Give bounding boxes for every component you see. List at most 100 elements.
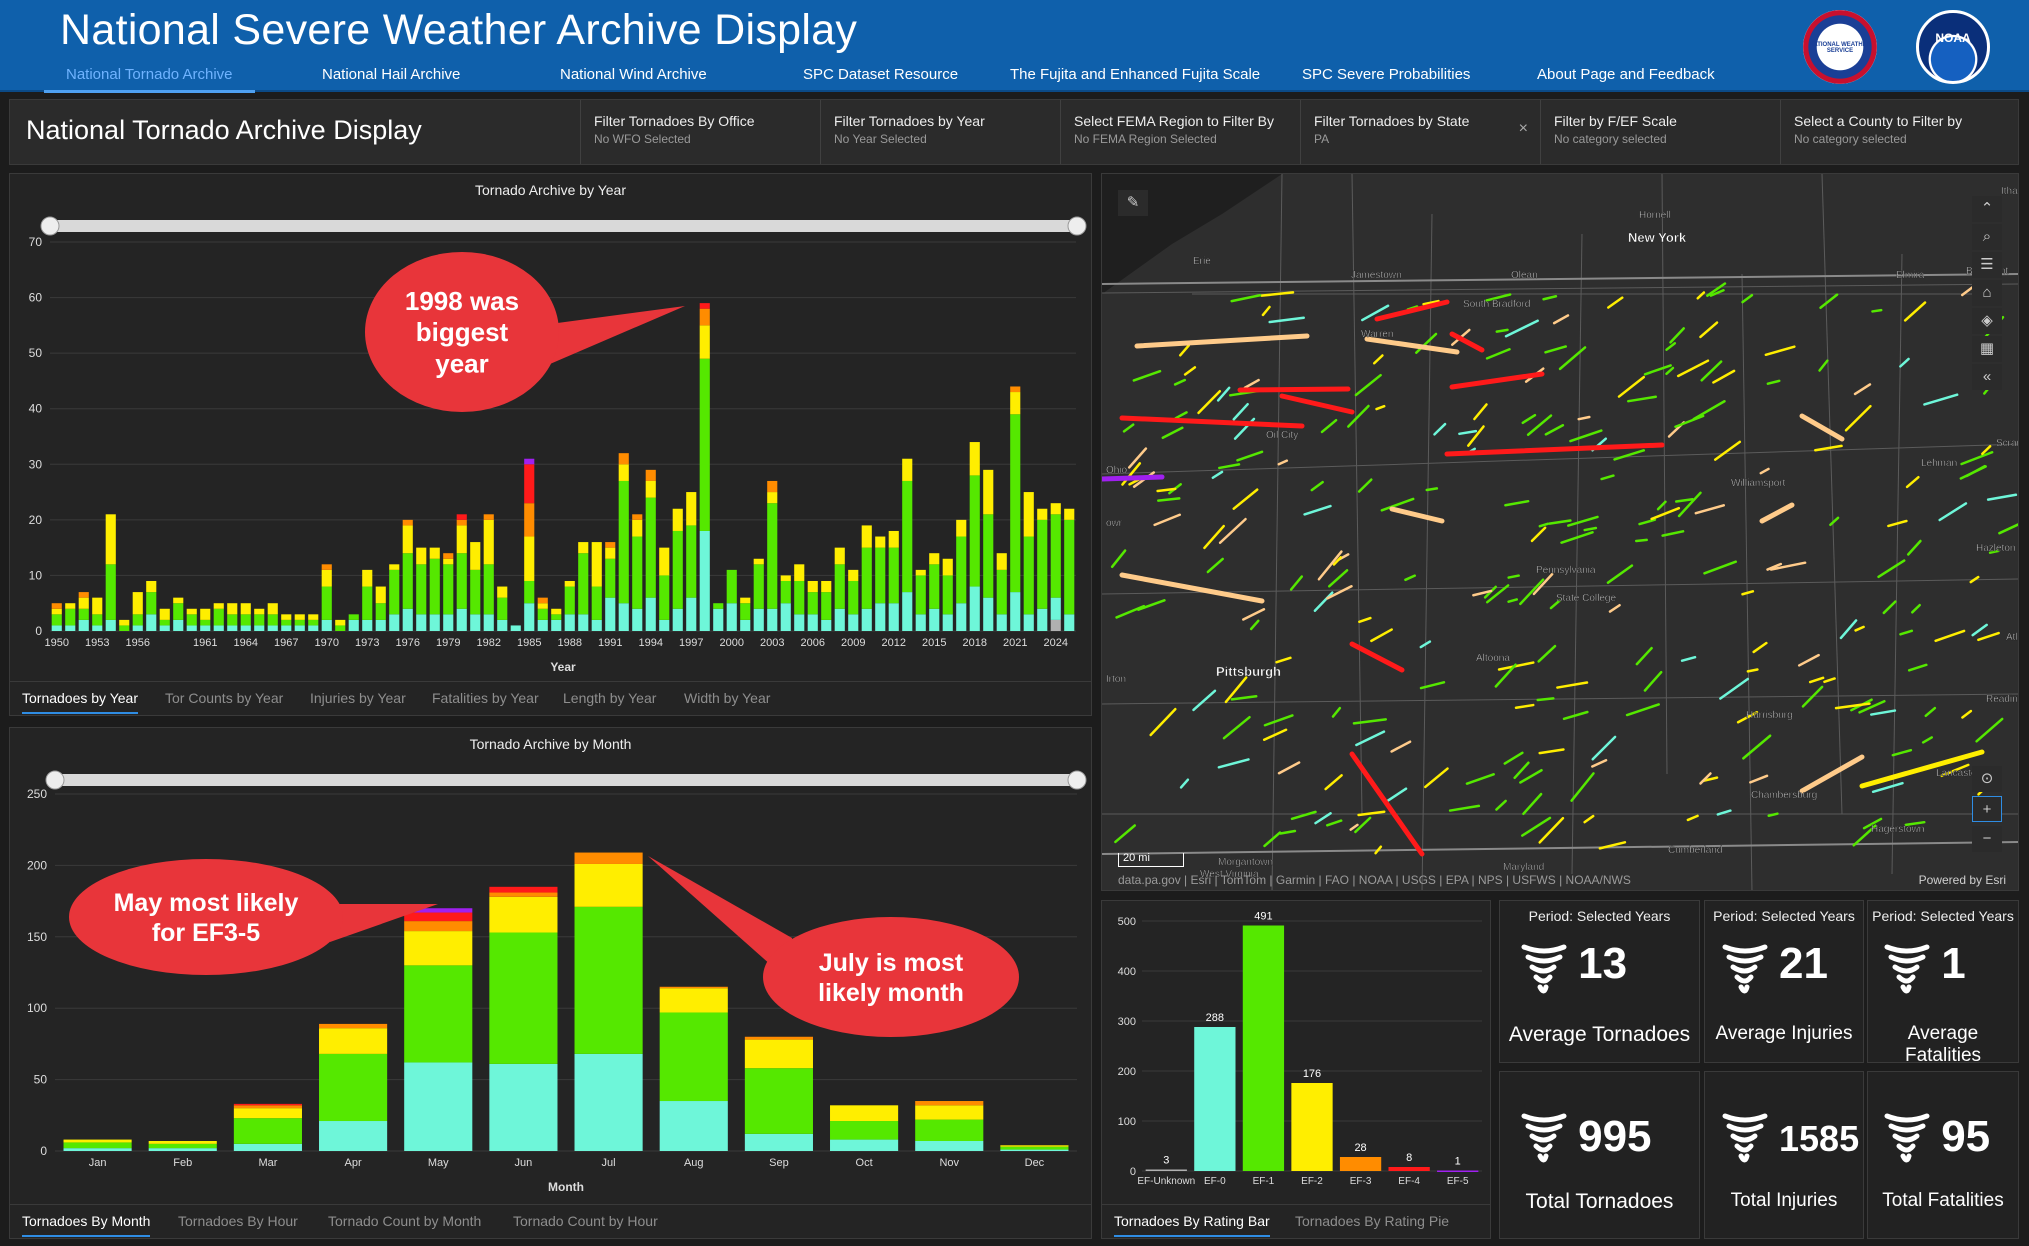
stat-value: 1585 — [1779, 1118, 1860, 1159]
list-icon[interactable]: ☰ — [1972, 252, 2002, 278]
nav-spc-probabilities[interactable]: SPC Severe Probabilities — [1302, 66, 1471, 83]
state-boundary — [1102, 841, 2018, 855]
tornado-track — [1764, 345, 1796, 357]
bar-ef-0 — [848, 614, 859, 631]
bar-ef-1 — [1050, 514, 1061, 598]
nav-spc-dataset[interactable]: SPC Dataset Resource — [803, 66, 959, 83]
range-slider-handle-end[interactable] — [1067, 216, 1087, 236]
stat-value: 1 — [1941, 939, 1966, 988]
map-place-label: State College — [1556, 593, 1616, 604]
tab-fatalities-by-year[interactable]: Fatalities by Year — [432, 690, 539, 706]
bar-ef-0 — [996, 614, 1007, 631]
x-tick-label: EF-0 — [1204, 1176, 1226, 1187]
map-place-label: Jamestown — [1351, 270, 1402, 281]
y-tick-label: 40 — [29, 402, 43, 416]
bar-ef-2 — [632, 519, 643, 537]
y-tick-label: 10 — [29, 568, 43, 582]
tornado-track — [1709, 288, 1725, 297]
bar-ef-1 — [969, 475, 980, 587]
tornado-track — [1236, 450, 1264, 462]
grid-icon[interactable]: ▦ — [1972, 336, 2002, 362]
bar-ef-2 — [497, 586, 508, 598]
bar-ef-0 — [489, 1063, 558, 1151]
tab-tor-counts-by-year[interactable]: Tor Counts by Year — [165, 690, 284, 706]
tab-tornado-count-by-month[interactable]: Tornado Count by Month — [328, 1213, 482, 1229]
nav-about[interactable]: About Page and Feedback — [1537, 66, 1715, 83]
tornado-track — [1415, 332, 1438, 354]
tornado-track — [1766, 562, 1783, 571]
tab-width-by-year[interactable]: Width by Year — [684, 690, 771, 706]
tornado-track — [1179, 778, 1190, 789]
tab-tornadoes-by-hour[interactable]: Tornadoes By Hour — [178, 1213, 298, 1229]
layers-icon[interactable]: ◈ — [1972, 308, 2002, 334]
filter-state[interactable]: Filter Tornadoes by State PA × — [1300, 100, 1540, 164]
x-tick-label: 2003 — [760, 637, 784, 649]
x-tick-label: Oct — [856, 1157, 873, 1169]
nws-logo[interactable]: NATIONAL WEATHER SERVICE — [1803, 10, 1877, 84]
tornado-track — [1314, 812, 1332, 825]
noaa-logo[interactable]: NOAA — [1916, 10, 1990, 84]
home-icon[interactable]: ⌂ — [1972, 280, 2002, 306]
zoom-in-icon[interactable]: + — [1972, 796, 2002, 822]
bar-ef-2 — [470, 542, 481, 570]
filter-county[interactable]: Select a County to Filter by No category… — [1780, 100, 2018, 164]
tornado-track — [1485, 584, 1510, 604]
map-place-label: Harrisburg — [1746, 710, 1793, 721]
y-tick-label: 250 — [27, 787, 47, 801]
map-place-label: Pittsburgh — [1216, 664, 1281, 679]
range-slider-handle-start[interactable] — [45, 770, 65, 790]
expand-icon[interactable]: ⌃ — [1972, 196, 2002, 222]
locate-icon[interactable]: ⊙ — [1972, 766, 2002, 792]
tab-length-by-year[interactable]: Length by Year — [563, 690, 657, 706]
filter-office[interactable]: Filter Tornadoes By Office No WFO Select… — [580, 100, 820, 164]
tornado-icon-stroke — [1884, 944, 1930, 954]
tab-tornadoes-by-year[interactable]: Tornadoes by Year — [22, 690, 138, 714]
tab-tornado-count-by-hour[interactable]: Tornado Count by Hour — [513, 1213, 658, 1229]
map-powered-by[interactable]: Powered by Esri — [1918, 873, 2006, 887]
search-icon[interactable]: ⌕ — [1972, 224, 2002, 250]
tab-rating-pie[interactable]: Tornadoes By Rating Pie — [1295, 1213, 1450, 1229]
filter-fema[interactable]: Select FEMA Region to Filter By No FEMA … — [1060, 100, 1300, 164]
bar-ef-0 — [699, 530, 710, 631]
zoom-out-icon[interactable]: − — [1972, 826, 2002, 852]
tornado-track-map[interactable]: Hornell New York Ithaca Jamestown Olean Elmir… — [1101, 173, 2019, 891]
tornado-track — [1357, 810, 1386, 817]
range-slider-handle-start[interactable] — [40, 216, 60, 236]
tornado-icon-stroke — [1533, 1143, 1553, 1153]
collapse-icon[interactable]: « — [1972, 364, 2002, 390]
bar-ef-2 — [240, 603, 251, 615]
tornado-track — [1852, 824, 1877, 847]
nav-hail-archive[interactable]: National Hail Archive — [322, 66, 461, 83]
x-tick-label: 2024 — [1044, 637, 1068, 649]
nav-wind-archive[interactable]: National Wind Archive — [560, 66, 707, 83]
tab-tornadoes-by-month[interactable]: Tornadoes By Month — [22, 1213, 151, 1237]
tab-injuries-by-year[interactable]: Injuries by Year — [310, 690, 406, 706]
range-slider-handle-end[interactable] — [1067, 770, 1087, 790]
bar-ef-3 — [524, 503, 535, 537]
tornado-track — [1262, 728, 1288, 741]
tornado-track — [1548, 519, 1572, 525]
stat-label: Average Fatalities — [1904, 1023, 1982, 1066]
map-place-label: Williamsport — [1731, 478, 1786, 489]
tornado-track — [1275, 656, 1292, 664]
tornado-track — [1692, 400, 1726, 421]
bar-ef-1 — [1037, 519, 1048, 609]
x-tick-label: 2012 — [882, 637, 906, 649]
bar-ef-0 — [233, 1143, 302, 1151]
map-canvas[interactable]: Hornell New York Ithaca Jamestown Olean Elmir… — [1102, 174, 2019, 891]
bar-ef-2 — [308, 614, 319, 620]
x-tick-label: 1994 — [639, 637, 663, 649]
tornado-track-major — [1799, 754, 1865, 794]
filter-year[interactable]: Filter Tornadoes by Year No Year Selecte… — [820, 100, 1060, 164]
tab-rating-bar[interactable]: Tornadoes By Rating Bar — [1114, 1213, 1270, 1237]
bar-ef-1 — [132, 614, 143, 626]
filter-ef-scale[interactable]: Filter by F/EF Scale No category selecte… — [1540, 100, 1780, 164]
wrench-icon[interactable]: ✎ — [1118, 190, 1148, 216]
nav-fujita-scale[interactable]: The Fujita and Enhanced Fujita Scale — [1010, 66, 1261, 83]
y-tick-label: 60 — [29, 291, 43, 305]
tornado-track — [1268, 316, 1305, 324]
bar-ef-2 — [537, 603, 548, 609]
tornado-track — [1230, 294, 1262, 303]
filter-state-clear-icon[interactable]: × — [1518, 120, 1528, 137]
nav-tornado-archive[interactable]: National Tornado Archive — [44, 66, 255, 93]
